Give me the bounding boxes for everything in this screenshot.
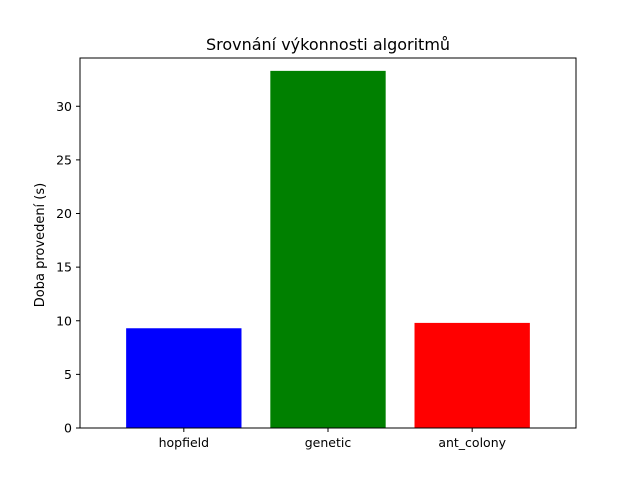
y-tick-label: 10 xyxy=(56,313,72,328)
x-ticks-group: hopfield genetic ant_colony xyxy=(159,428,507,450)
y-tick-label: 25 xyxy=(56,152,72,167)
plot-frame xyxy=(79,57,577,429)
x-tick-label: genetic xyxy=(305,435,352,450)
y-tick-label: 15 xyxy=(56,260,72,275)
y-tick-label: 0 xyxy=(64,421,72,436)
chart-title: Srovnání výkonnosti algoritmů xyxy=(206,35,450,54)
y-ticks-group: 0 5 10 15 20 25 30 xyxy=(56,99,80,436)
bar-genetic xyxy=(270,70,386,428)
x-tick-label: ant_colony xyxy=(438,435,506,450)
y-tick-label: 20 xyxy=(56,206,72,221)
bar-ant_colony xyxy=(414,322,530,428)
bar-hopfield xyxy=(126,328,242,428)
y-axis-label: Doba provedení (s) xyxy=(33,183,48,307)
bars-group xyxy=(126,70,530,428)
y-tick-label: 30 xyxy=(56,99,72,114)
x-tick-label: hopfield xyxy=(159,435,209,450)
y-tick-label: 5 xyxy=(64,367,72,382)
